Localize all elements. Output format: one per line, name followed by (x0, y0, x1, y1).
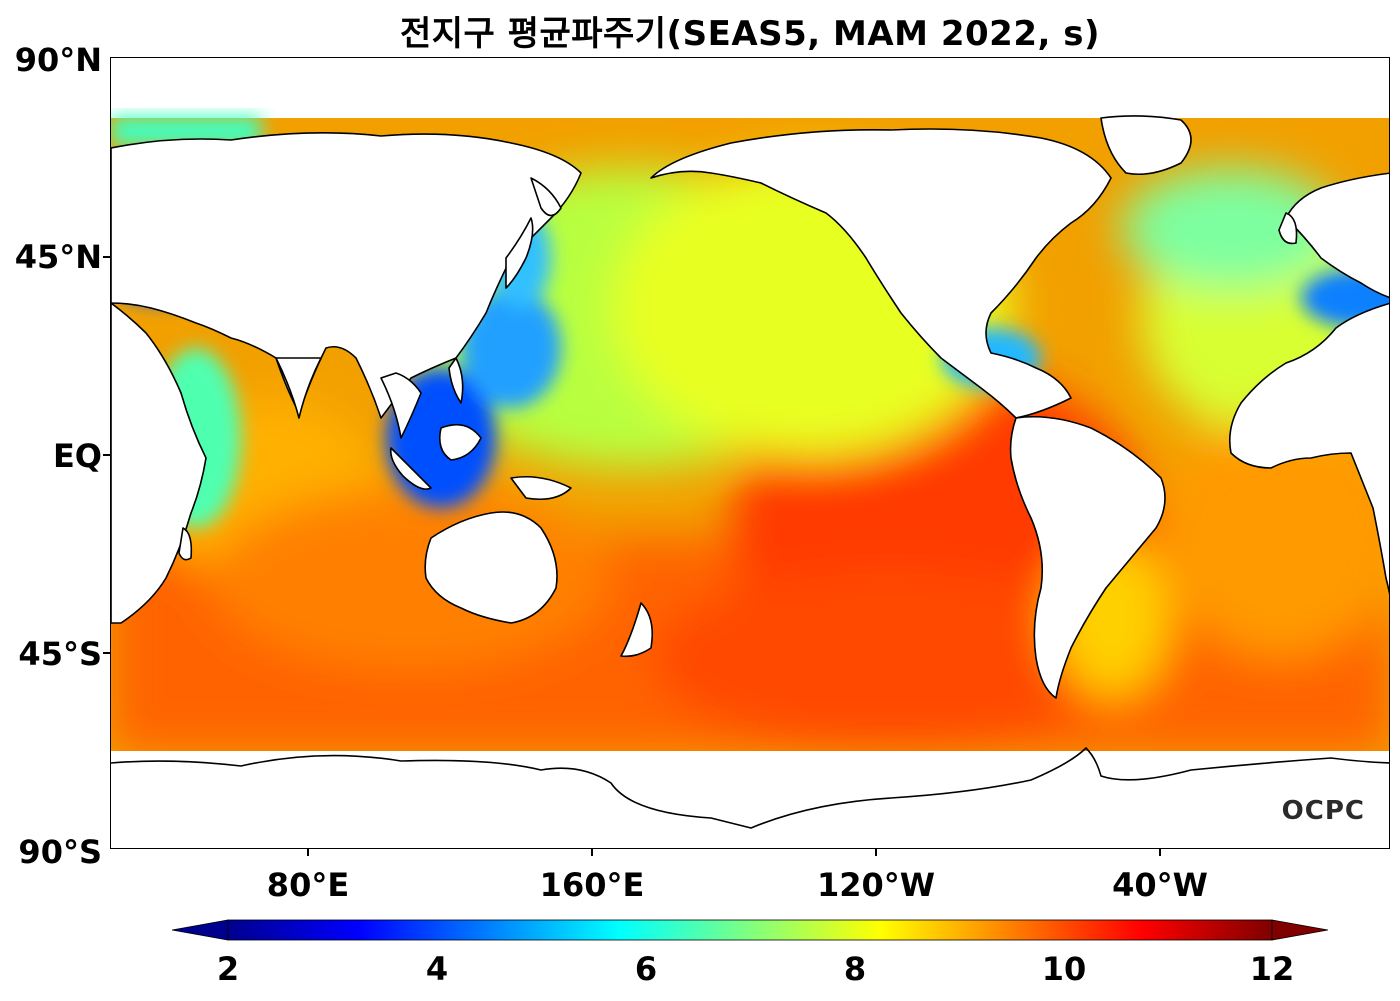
antarctica-coast (111, 747, 1389, 829)
map-frame: OCPC (110, 57, 1390, 849)
north-atlantic-high (1121, 168, 1341, 288)
lon-tickmark-120w (875, 849, 877, 856)
colorbar-tick-8: 8 (843, 950, 867, 988)
lat-tickmark-45s (103, 652, 110, 654)
lon-tickmark-40w (1159, 849, 1161, 856)
map-canvas (111, 58, 1389, 848)
antarctica (111, 751, 1389, 848)
colorbar-tick-6: 6 (634, 950, 658, 988)
eurasia (111, 132, 582, 419)
south-pacific-max (651, 568, 1131, 748)
africa-east (1228, 302, 1389, 595)
japan (505, 217, 534, 289)
lon-tick-40w: 40°W (1112, 866, 1208, 904)
colorbar-body (227, 919, 1273, 941)
new-zealand (620, 602, 654, 658)
colorbar-tick-2: 2 (216, 950, 240, 988)
east-china-sea-low (461, 288, 561, 408)
landmasses (111, 58, 1389, 848)
lon-tickmark-160e (591, 849, 593, 856)
map-title: 전지구 평균파주기(SEAS5, MAM 2022, s) (399, 14, 1101, 54)
lon-tickmark-80e (307, 849, 309, 856)
uk (1278, 212, 1298, 245)
lon-tick-80e: 80°E (266, 866, 350, 904)
north-america (650, 128, 1112, 419)
borneo (438, 423, 482, 461)
arctic-mask (111, 58, 1389, 108)
colorbar-extend-max (1271, 919, 1328, 941)
europe-right (1285, 172, 1389, 299)
lat-tick-45n: 45°N (14, 238, 102, 276)
ocpc-watermark: OCPC (1281, 796, 1365, 826)
australia (424, 511, 558, 624)
lat-tickmark-eq (103, 454, 110, 456)
lon-tick-160e: 160°E (539, 866, 645, 904)
colorbar-tick-12: 12 (1249, 950, 1295, 988)
indochina (380, 372, 422, 439)
lat-tick-90n: 90°N (14, 41, 102, 79)
new-guinea (510, 475, 572, 501)
south-america (1009, 415, 1166, 699)
colorbar (172, 919, 1328, 941)
india (275, 357, 322, 419)
lon-tick-120w: 120°W (816, 866, 936, 904)
sumatra (389, 447, 432, 490)
greenland (1100, 115, 1192, 176)
lat-tickmark-45n (103, 256, 110, 258)
kamchatka (530, 177, 562, 217)
madagascar (178, 527, 193, 561)
colorbar-extend-min (172, 919, 229, 941)
south-atlantic (1161, 418, 1389, 658)
africa-west (111, 302, 207, 624)
lat-tick-eq: EQ (52, 437, 102, 475)
lat-tick-45s: 45°S (18, 635, 102, 673)
philippines (448, 357, 464, 404)
colorbar-tick-10: 10 (1041, 950, 1087, 988)
colorbar-tick-4: 4 (425, 950, 449, 988)
lat-tick-90s: 90°S (18, 833, 102, 871)
